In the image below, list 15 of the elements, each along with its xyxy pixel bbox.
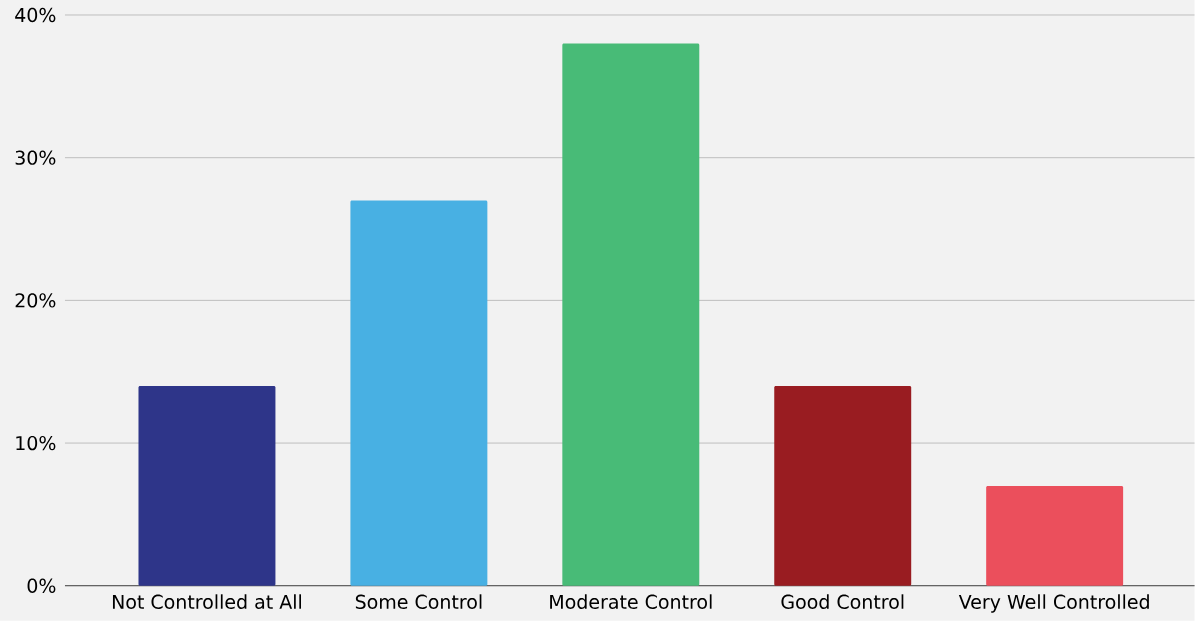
bar (986, 486, 1124, 586)
y-tick-label: 30% (15, 150, 56, 165)
y-tick-label: 20% (15, 293, 56, 308)
y-tick-label: 40% (15, 7, 56, 23)
bar (774, 386, 912, 586)
x-tick-label: Moderate Control (550, 594, 712, 610)
y-tick-label: 10% (16, 436, 56, 451)
x-tick-label: Some Control (355, 594, 482, 610)
y-tick-label: 0% (27, 578, 56, 594)
bar (350, 200, 488, 586)
bar (562, 43, 700, 586)
x-tick-label: Good Control (781, 594, 904, 610)
bar (138, 386, 276, 586)
x-tick-label: Very Well Controlled (958, 594, 1149, 613)
x-tick-label: Not Controlled at All (112, 594, 302, 610)
